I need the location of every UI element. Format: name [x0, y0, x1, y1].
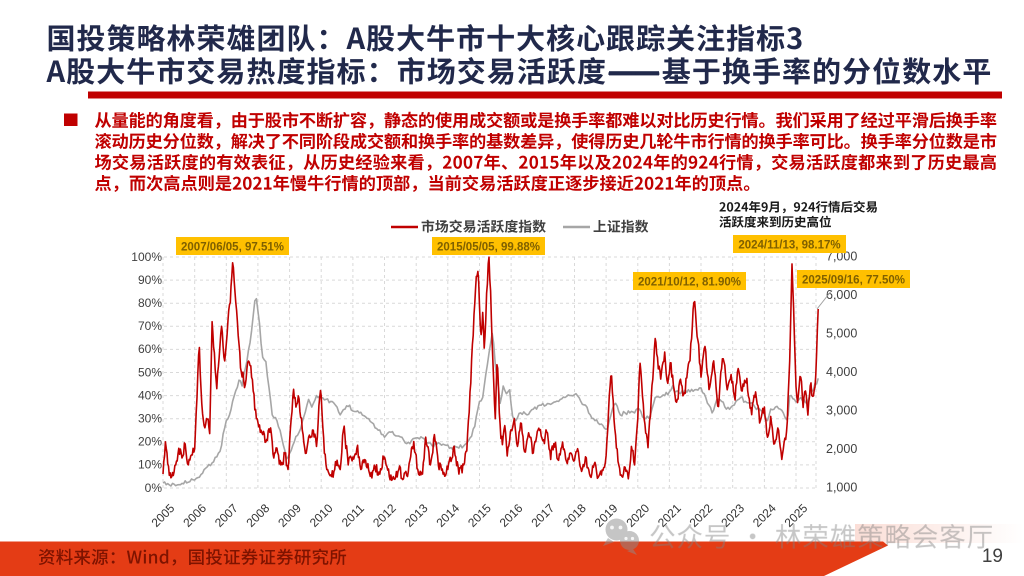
svg-text:60%: 60%: [138, 342, 162, 356]
svg-text:30%: 30%: [138, 412, 162, 426]
svg-text:100%: 100%: [131, 250, 162, 264]
svg-text:70%: 70%: [138, 319, 162, 333]
svg-text:2,000: 2,000: [826, 442, 857, 456]
svg-text:50%: 50%: [138, 365, 162, 379]
svg-text:2015/05/05, 99.88%: 2015/05/05, 99.88%: [437, 242, 540, 254]
svg-text:4,000: 4,000: [826, 365, 857, 379]
svg-text:6,000: 6,000: [826, 288, 857, 302]
svg-text:5,000: 5,000: [826, 327, 857, 341]
svg-text:40%: 40%: [138, 388, 162, 402]
svg-text:2021/10/12, 81.90%: 2021/10/12, 81.90%: [638, 277, 741, 289]
svg-text:10%: 10%: [138, 458, 162, 472]
svg-text:90%: 90%: [138, 273, 162, 287]
svg-text:2025/09/16, 77.50%: 2025/09/16, 77.50%: [802, 275, 905, 287]
svg-text:19: 19: [982, 546, 1003, 567]
svg-text:80%: 80%: [138, 296, 162, 310]
svg-text:2007/06/05, 97.51%: 2007/06/05, 97.51%: [181, 242, 284, 254]
svg-text:3,000: 3,000: [826, 404, 857, 418]
svg-text:20%: 20%: [138, 435, 162, 449]
svg-text:0%: 0%: [145, 481, 163, 495]
svg-text:2024/11/13, 98.17%: 2024/11/13, 98.17%: [738, 240, 840, 252]
svg-text:1,000: 1,000: [826, 481, 857, 495]
